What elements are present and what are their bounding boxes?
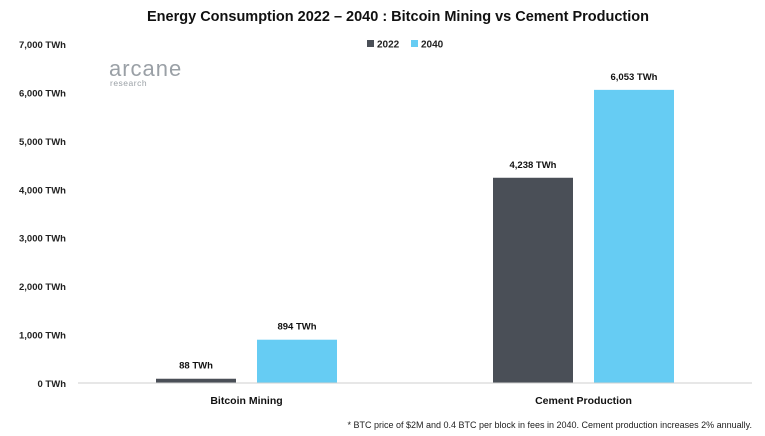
data-label: 88 TWh <box>179 361 213 372</box>
legend-label-2040: 2040 <box>421 40 444 51</box>
y-axis: 0 TWh 1,000 TWh 2,000 TWh 3,000 TWh 4,000 TW… <box>19 40 66 390</box>
y-tick-label: 6,000 TWh <box>19 88 66 99</box>
bar-2040 <box>257 339 337 383</box>
y-tick-label: 0 TWh <box>38 379 67 390</box>
bar-2022 <box>156 378 236 383</box>
brand-logo: arcane research <box>109 56 182 88</box>
data-label: 4,238 TWh <box>510 160 557 171</box>
legend-label-2022: 2022 <box>377 40 400 51</box>
y-tick-label: 7,000 TWh <box>19 40 66 51</box>
footnote: * BTC price of $2M and 0.4 BTC per block… <box>347 420 752 430</box>
y-tick-label: 5,000 TWh <box>19 137 66 148</box>
y-tick-label: 1,000 TWh <box>19 331 66 342</box>
brand-name: arcane <box>109 56 182 81</box>
category-label: Bitcoin Mining <box>210 395 282 407</box>
bar-2040 <box>594 89 674 384</box>
legend-swatch-2040 <box>411 40 418 47</box>
y-tick-label: 2,000 TWh <box>19 282 66 293</box>
y-tick-label: 4,000 TWh <box>19 185 66 196</box>
chart-title: Energy Consumption 2022 – 2040 : Bitcoin… <box>147 9 649 25</box>
bar-2022 <box>493 177 573 383</box>
y-tick-label: 3,000 TWh <box>19 234 66 245</box>
category-label: Cement Production <box>535 395 632 407</box>
bars: 88 TWh 894 TWh 4,238 TWh 6,053 TWh <box>156 72 674 384</box>
brand-subtitle: research <box>110 78 147 88</box>
legend-swatch-2022 <box>367 40 374 47</box>
data-label: 6,053 TWh <box>611 72 658 83</box>
x-axis: Bitcoin Mining Cement Production <box>78 382 752 407</box>
data-label: 894 TWh <box>277 322 316 333</box>
legend: 2022 2040 <box>367 40 444 51</box>
